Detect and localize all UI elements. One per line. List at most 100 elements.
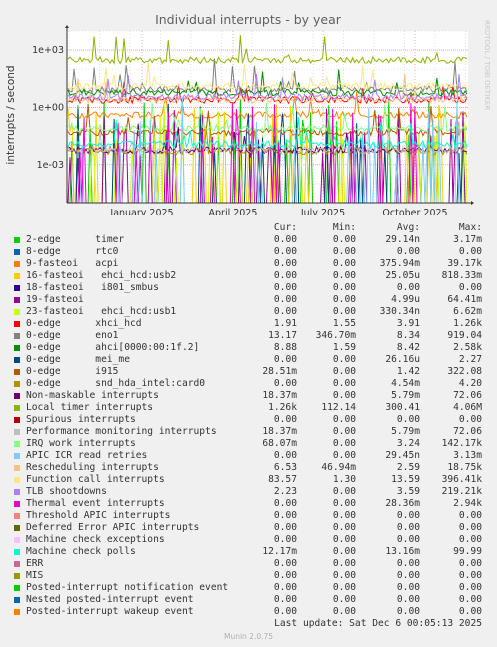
legend-max-value: 142.17k: [441, 438, 482, 449]
legend-series-name: 0-edge snd_hda_intel:card0: [26, 378, 206, 389]
legend-series-name: 8-edge rtc0: [26, 246, 119, 257]
legend-min-value: 0.00: [332, 450, 356, 461]
legend-max-value: 64.41m: [447, 294, 482, 305]
legend-row: Non-maskable interrupts 18.37m 0.00 5.79m 72…: [12, 390, 492, 402]
legend-max-value: 2.94k: [453, 498, 482, 509]
legend-swatch: [14, 441, 20, 447]
legend-min-value: 0.00: [332, 498, 356, 509]
legend-cur-value: 0.00: [273, 354, 297, 365]
legend-cur-value: 0.00: [273, 294, 297, 305]
legend-swatch: [14, 405, 20, 411]
legend-min-value: 0.00: [332, 282, 356, 293]
legend-min-value: 0.00: [332, 246, 356, 257]
legend-swatch: [14, 609, 20, 615]
legend-min-value: 1.59: [332, 342, 356, 353]
legend-avg-value: 28.36m: [385, 498, 420, 509]
legend-swatch: [14, 513, 20, 519]
legend-min-value: 0.00: [332, 258, 356, 269]
legend-row: IRQ work interrupts 68.07m 0.00 3.24 142.17k: [12, 438, 492, 450]
legend-max-value: 18.75k: [447, 462, 482, 473]
legend-avg-value: 0.00: [396, 246, 420, 257]
legend-max-value: 0.00: [458, 606, 482, 617]
legend-avg-value: 0.00: [396, 558, 420, 569]
legend-series-name: 0-edge i915: [26, 366, 119, 377]
legend-cur-value: 0.00: [273, 534, 297, 545]
legend-avg-value: 0.00: [396, 594, 420, 605]
legend-row: 8-edge rtc0 0.00 0.00 0.00 0.00: [12, 246, 492, 258]
legend-avg-value: 330.34n: [379, 306, 420, 317]
legend-swatch: [14, 561, 20, 567]
legend-series-name: Posted-interrupt wakeup event: [26, 606, 194, 617]
rrdtool-credit: RRDTOOL / TOBI OETIKER: [483, 20, 491, 110]
legend-swatch: [14, 549, 20, 555]
axes: 1e+03 1e+00 1e-03 January 2025 April 2025 Jul…: [32, 25, 474, 215]
legend-series-name: Machine check polls: [26, 546, 136, 557]
legend-cur-value: 0.00: [273, 378, 297, 389]
legend-row: Performance monitoring interrupts 18.37m 0…: [12, 426, 492, 438]
legend-swatch: [14, 369, 20, 375]
legend-max-value: 0.00: [458, 582, 482, 593]
legend-series-name: 18-fasteoi i801_smbus: [26, 282, 159, 293]
munin-version: Munin 2.0.75: [223, 632, 274, 641]
legend-swatch: [14, 249, 20, 255]
legend-max-value: 322.08: [447, 366, 482, 377]
legend-avg-value: 3.24: [396, 438, 420, 449]
legend-rows: 2-edge timer 0.00 0.00 29.14n 3.17m 8-edge rt…: [12, 234, 492, 618]
legend-min-value: 0.00: [332, 438, 356, 449]
legend-row: 18-fasteoi i801_smbus 0.00 0.00 0.00 0.00: [12, 282, 492, 294]
x-axis-arrow: [471, 201, 474, 205]
legend-cur-value: 13.17: [268, 330, 297, 341]
legend-avg-value: 0.00: [396, 510, 420, 521]
legend: Cur: Min: Avg: Max: 2-edge timer 0.00 0.00…: [12, 222, 492, 618]
last-update: Last update: Sat Dec 6 00:05:13 2025: [274, 618, 482, 629]
legend-series-name: APIC ICR read retries: [26, 450, 148, 461]
series-line: [67, 69, 468, 98]
series-line: [67, 73, 468, 102]
legend-row: Spurious interrupts 0.00 0.00 0.00 0.00: [12, 414, 492, 426]
legend-swatch: [14, 501, 20, 507]
legend-min-value: 0.00: [332, 234, 356, 245]
legend-max-value: 0.00: [458, 414, 482, 425]
legend-swatch: [14, 261, 20, 267]
legend-min-value: 0.00: [332, 534, 356, 545]
legend-cur-value: 0.00: [273, 498, 297, 509]
legend-swatch: [14, 321, 20, 327]
chart-title: Individual interrupts - by year: [155, 12, 342, 27]
legend-series-name: 0-edge mei_me: [26, 354, 130, 365]
legend-cur-value: 1.91: [273, 318, 297, 329]
legend-min-value: 0.00: [332, 366, 356, 377]
legend-avg-value: 5.79m: [391, 390, 420, 401]
legend-row: TLB shootdowns 2.23 0.00 3.59 219.21k: [12, 486, 492, 498]
legend-cur-value: 1.26k: [268, 402, 297, 413]
x-tick-label: October 2025: [382, 208, 447, 215]
legend-swatch: [14, 417, 20, 423]
legend-series-name: ERR: [26, 558, 44, 569]
legend-avg-value: 0.00: [396, 570, 420, 581]
legend-series-name: Deferred Error APIC interrupts: [26, 522, 200, 533]
legend-series-name: Performance monitoring interrupts: [26, 426, 217, 437]
legend-min-value: 0.00: [332, 270, 356, 281]
legend-row: Function call interrupts 83.57 1.30 13.59 39…: [12, 474, 492, 486]
series-line: [67, 73, 468, 105]
legend-swatch: [14, 597, 20, 603]
legend-row: APIC ICR read retries 0.00 0.00 29.45n 3.13m: [12, 450, 492, 462]
legend-max-value: 39.17k: [447, 258, 482, 269]
legend-series-name: Spurious interrupts: [26, 414, 136, 425]
legend-max-value: 0.00: [458, 594, 482, 605]
legend-avg-value: 2.59: [396, 462, 420, 473]
legend-max-value: 2.58k: [453, 342, 482, 353]
legend-swatch: [14, 465, 20, 471]
legend-avg-value: 29.14n: [385, 234, 420, 245]
legend-cur-value: 0.00: [273, 282, 297, 293]
legend-avg-value: 25.05u: [385, 270, 420, 281]
legend-max-value: 4.20: [458, 378, 482, 389]
legend-max-value: 99.99: [453, 546, 482, 557]
legend-min-value: 0.00: [332, 426, 356, 437]
legend-cur-value: 0.00: [273, 582, 297, 593]
legend-avg-value: 4.99u: [391, 294, 420, 305]
legend-max-value: 0.00: [458, 510, 482, 521]
legend-min-value: 1.30: [332, 474, 356, 485]
legend-series-name: Non-maskable interrupts: [26, 390, 159, 401]
legend-avg-value: 8.34: [396, 330, 420, 341]
legend-min-value: 0.00: [332, 510, 356, 521]
